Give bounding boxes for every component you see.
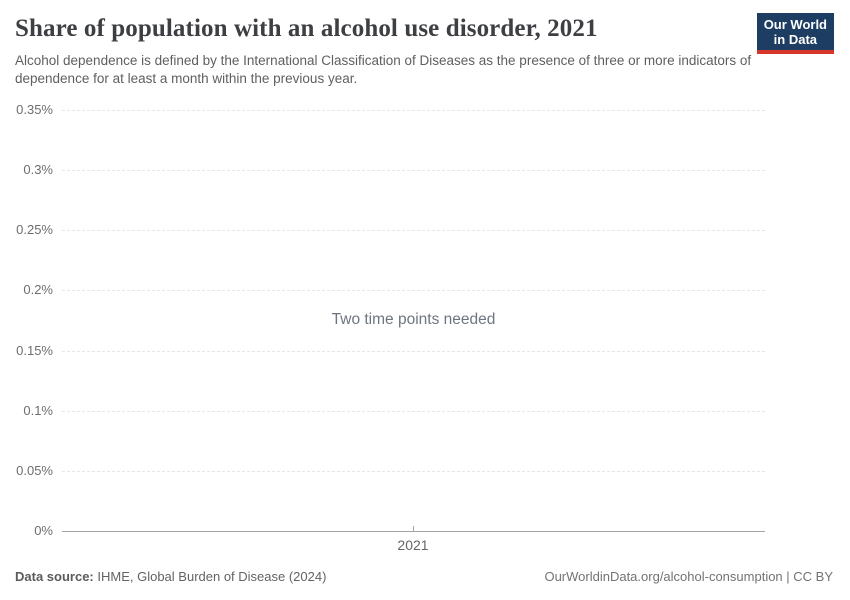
gridline bbox=[62, 290, 765, 292]
y-axis-tick-label: 0.2% bbox=[23, 282, 53, 298]
gridline bbox=[62, 170, 765, 172]
y-axis-tick-label: 0.15% bbox=[16, 342, 53, 358]
gridline bbox=[62, 230, 765, 232]
y-axis-tick-label: 0.1% bbox=[23, 402, 53, 418]
owid-logo[interactable]: Our World in Data bbox=[756, 13, 834, 54]
gridline bbox=[62, 410, 765, 412]
chart-subtitle: Alcohol dependence is defined by the Int… bbox=[15, 53, 752, 86]
x-axis-line bbox=[62, 531, 765, 532]
x-axis-tick bbox=[413, 526, 414, 531]
gridline bbox=[62, 470, 765, 472]
data-source-note: Data source: IHME, Global Burden of Dise… bbox=[15, 569, 326, 584]
y-axis-tick-label: 0.05% bbox=[16, 462, 53, 478]
x-axis-tick-label: 2021 bbox=[397, 537, 429, 553]
credit-link[interactable]: OurWorldinData.org/alcohol-consumption |… bbox=[544, 569, 833, 584]
y-axis-tick-label: 0% bbox=[34, 523, 53, 538]
gridline bbox=[62, 350, 765, 352]
gridline bbox=[62, 110, 765, 111]
chart-title: Share of population with an alcohol use … bbox=[15, 15, 598, 42]
owid-logo-line2: in Data bbox=[773, 32, 818, 47]
y-axis-tick-label: 0.35% bbox=[16, 102, 53, 117]
chart-message: Two time points needed bbox=[331, 311, 496, 328]
y-axis-tick-label: 0.25% bbox=[16, 222, 53, 238]
y-axis-tick-label: 0.3% bbox=[23, 162, 53, 178]
data-source-label: Data source: bbox=[15, 569, 94, 584]
data-source-value: IHME, Global Burden of Disease (2024) bbox=[97, 569, 327, 584]
owid-logo-line1: Our World bbox=[763, 17, 827, 32]
